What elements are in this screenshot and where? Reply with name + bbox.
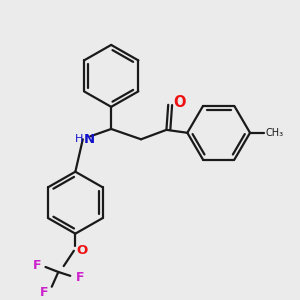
Text: F: F [40,286,49,298]
Text: F: F [76,271,84,284]
Text: H: H [74,134,83,144]
Text: N: N [84,133,95,146]
Text: O: O [77,244,88,257]
Text: O: O [174,95,186,110]
Text: F: F [32,259,41,272]
Text: CH₃: CH₃ [266,128,284,138]
